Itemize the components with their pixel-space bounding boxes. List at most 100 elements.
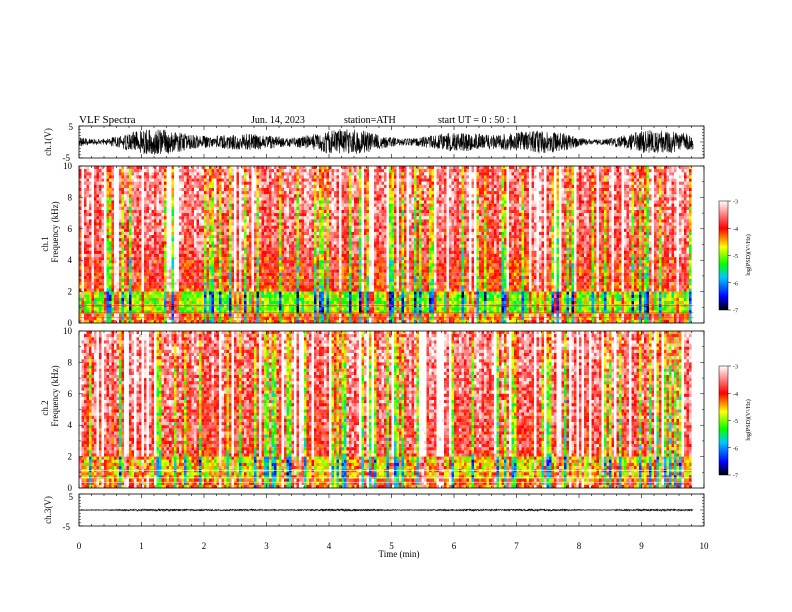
p-ch1s-cell [257, 194, 260, 197]
p-ch1s-cell [617, 204, 620, 207]
p-ch1s-cell [282, 207, 285, 210]
p-ch1s-cell [582, 194, 585, 197]
p-ch1s-cell [267, 169, 270, 172]
p-ch1s-cell [167, 197, 170, 200]
p-ch1s-cell [327, 185, 330, 188]
p-ch1s-cell [659, 223, 662, 226]
p-ch1s-cell [559, 213, 562, 216]
p-ch1s-cell [429, 226, 432, 229]
p-ch1s-cell [339, 210, 342, 213]
p-ch1s-cell [587, 175, 590, 178]
p-ch1s-cell [212, 226, 215, 229]
p-ch1s-cell [157, 194, 160, 197]
p-ch1s-cell [257, 197, 260, 200]
p-ch1s-cell [519, 179, 522, 182]
p-ch1s-cell [674, 188, 677, 191]
p-ch1s-cell [307, 188, 310, 191]
p-ch1s-cell [164, 204, 167, 207]
ch1-waveform-ylabel: ch.1(V) [43, 128, 53, 156]
ch1-spectrogram-image [79, 166, 693, 323]
p-ch1s-cell [107, 175, 110, 178]
p-ch1s-cell [497, 169, 500, 172]
p-ch1s-cell [139, 182, 142, 185]
p-ch1s-cell [567, 201, 570, 204]
p-ch1s-cell [429, 219, 432, 222]
p-ch1s-cell [627, 169, 630, 172]
p-ch1s-cell [174, 197, 177, 200]
p-ch1s-cell [269, 179, 272, 182]
p-ch1s-cell [99, 216, 102, 219]
p-ch1s-cell [164, 210, 167, 213]
p-ch1s-cell [384, 210, 387, 213]
p-ch1s-cell [154, 204, 157, 207]
p-ch1s-cell [439, 223, 442, 226]
p-ch1s-cell [477, 223, 480, 226]
p-ch1s-cell [202, 191, 205, 194]
p-ch1s-cell [564, 223, 567, 226]
p-ch1s-cell [449, 194, 452, 197]
p-ch1s-cell [119, 179, 122, 182]
p-ch1s-cell [549, 197, 552, 200]
p-ch1s-cell [387, 166, 390, 169]
p-ch1s-cell [297, 201, 300, 204]
p-ch1s-cell [317, 216, 320, 219]
p-ch1s-cell [624, 188, 627, 191]
p-ch1s-cell [379, 194, 382, 197]
p-ch1s-cell [192, 169, 195, 172]
p-ch1s-cell [187, 169, 190, 172]
p-ch1s-cell [447, 191, 450, 194]
p-ch1s-cell [354, 197, 357, 200]
p-ch1s-cell [164, 191, 167, 194]
p-ch1s-cell [274, 201, 277, 204]
p-ch1s-cell [619, 185, 622, 188]
p-ch1s-cell [527, 175, 530, 178]
p-ch1s-cell [507, 182, 510, 185]
p-ch1s-cell [562, 175, 565, 178]
p-ch1s-cell [524, 179, 527, 182]
p-ch1s-cell [644, 197, 647, 200]
p-ch1s-cell [204, 166, 207, 169]
p-ch1s-cell [92, 210, 95, 213]
p-ch1s-cell [359, 185, 362, 188]
p-ch1s-cell [102, 169, 105, 172]
p-ch1s-cell [434, 219, 437, 222]
p-ch1s-cell [569, 204, 572, 207]
p-ch1s-cell [282, 179, 285, 182]
p-ch1s-cell [522, 185, 525, 188]
p-ch1s-cell [604, 188, 607, 191]
p-ch1s-cell [374, 226, 377, 229]
p-ch1s-cell [552, 204, 555, 207]
p-ch1s-cell [199, 185, 202, 188]
p-ch1s-cell [564, 204, 567, 207]
p-ch1s-cell [182, 169, 185, 172]
p-ch1s-cell [604, 179, 607, 182]
p-ch1s-cell [269, 204, 272, 207]
p-ch1s-cell [584, 207, 587, 210]
p-ch1s-cell [654, 169, 657, 172]
p-ch1s-cell [382, 179, 385, 182]
p-ch1s-cell [142, 172, 145, 175]
p-ch1s-cell [499, 201, 502, 204]
p-ch1s-cell [377, 172, 380, 175]
p-ch1s-cell [277, 207, 280, 210]
p-ch1s-cell [397, 191, 400, 194]
p-ch1s-cell [339, 182, 342, 185]
p-ch1s-cell [219, 213, 222, 216]
p-ch1s-cell [462, 219, 465, 222]
p-ch1s-cell [117, 197, 120, 200]
p-ch1s-cell [509, 179, 512, 182]
p-ch1s-cell [437, 226, 440, 229]
p-ch1s-cell [617, 207, 620, 210]
p-ch1s-cell [92, 223, 95, 226]
p-ch1s-cell [344, 197, 347, 200]
p-ch1s-cell [514, 182, 517, 185]
p-ch1s-cell [322, 210, 325, 213]
p-ch1s-cell [317, 226, 320, 229]
p-ch1s-cell [177, 204, 180, 207]
p-ch1s-cell [382, 207, 385, 210]
p-ch1s-cell [129, 175, 132, 178]
p-ch1s-cell [179, 169, 182, 172]
p-ch1s-cell [82, 223, 85, 226]
p-ch1s-cell [657, 201, 660, 204]
p-ch1s-cell [544, 194, 547, 197]
